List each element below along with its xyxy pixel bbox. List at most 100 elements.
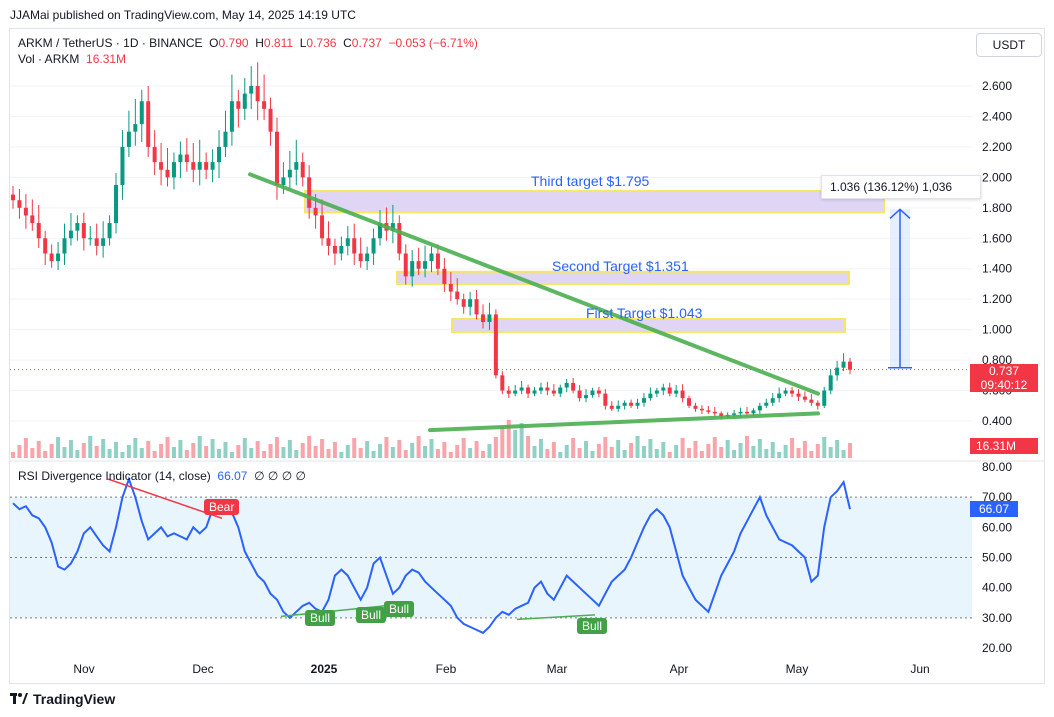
volume-bar (49, 444, 54, 458)
candle-body (802, 396, 807, 400)
volume-bar (719, 447, 724, 458)
candle-body (487, 314, 492, 323)
tradingview-brand: TradingView (33, 691, 116, 707)
candle-body (11, 194, 15, 201)
volume-bar (609, 447, 614, 458)
candle-body (236, 101, 241, 109)
first-target-label: First Target $1.043 (586, 305, 703, 321)
candle-body (397, 223, 402, 254)
open-label: O (209, 36, 219, 50)
candle-body (139, 101, 144, 125)
candle-body (223, 131, 228, 147)
candle-body (790, 390, 795, 394)
rsi-axis-label: 60.00 (982, 520, 1012, 534)
candle-body (764, 402, 769, 406)
candle-body (345, 238, 350, 246)
candle-body (616, 405, 621, 409)
volume-bar (17, 445, 22, 458)
volume-bar (448, 452, 453, 458)
close-label: C (343, 36, 352, 50)
low-value: 0.736 (306, 36, 337, 50)
candle-body (274, 131, 279, 185)
candle-body (94, 238, 99, 246)
volume-bar (75, 450, 80, 458)
volume-bar (590, 451, 595, 458)
volume-bar (699, 451, 704, 458)
volume-bar (365, 441, 370, 458)
volume-bar (262, 451, 267, 458)
price-axis-label: 2.600 (982, 79, 1012, 93)
candle-body (320, 215, 325, 239)
symbol-name[interactable]: ARKM / TetherUS · 1D · BINANCE (18, 36, 203, 50)
candle-body (841, 361, 846, 368)
candle-body (229, 101, 234, 132)
volume-bar (802, 441, 807, 458)
volume-bar (358, 448, 363, 458)
volume-bar (313, 446, 318, 458)
volume-bar (777, 452, 782, 458)
volume-bar (629, 443, 634, 458)
volume-tag: 16.31M (970, 438, 1038, 454)
volume-bar (564, 445, 569, 458)
volume-bar (455, 445, 460, 458)
candle-body (313, 207, 318, 216)
volume-bar (210, 439, 215, 458)
candle-body (36, 223, 41, 239)
candle-body (448, 283, 453, 292)
volume-legend[interactable]: Vol · ARKM 16.31M (18, 52, 126, 66)
candle-body (699, 408, 704, 411)
candle-body (519, 387, 524, 391)
candle-body (558, 387, 563, 394)
price-axis-label: 0.800 (982, 353, 1012, 367)
volume-bar (551, 442, 556, 458)
time-axis-label: Jun (910, 662, 929, 676)
volume-bar (487, 444, 492, 458)
volume-bar (397, 440, 402, 458)
volume-bar (56, 437, 61, 458)
candle-body (107, 223, 112, 239)
volume-bar (674, 445, 679, 458)
volume-bar (545, 449, 550, 458)
volume-bar (171, 447, 176, 458)
candle-body (609, 405, 614, 409)
volume-bar (764, 449, 769, 458)
candle-body (809, 399, 814, 403)
symbol-legend[interactable]: ARKM / TetherUS · 1D · BINANCE O0.790 H0… (18, 36, 478, 50)
volume-bar (468, 448, 473, 458)
volume-bar (526, 436, 531, 458)
volume-bar (146, 441, 151, 458)
currency-button[interactable]: USDT (976, 33, 1042, 57)
high-label: H (255, 36, 264, 50)
bear-divergence-label: Bear (204, 499, 240, 515)
candle-body (184, 154, 189, 163)
rsi-legend[interactable]: RSI Divergence Indicator (14, close) 66.… (18, 469, 306, 483)
third-target-zone (304, 190, 885, 214)
candle-body (474, 299, 479, 315)
volume-bar (320, 439, 325, 458)
volume-bar (474, 441, 479, 458)
rsi-title[interactable]: RSI Divergence Indicator (14, close) (18, 469, 211, 483)
volume-bar (300, 443, 305, 458)
second-target-label: Second Target $1.351 (552, 258, 689, 274)
candle-body (126, 131, 131, 147)
bull-divergence-label: Bull (384, 601, 415, 617)
candle-body (442, 268, 447, 284)
time-axis-label: Apr (670, 662, 689, 676)
volume-bar (571, 438, 576, 458)
volume-bar (62, 447, 67, 458)
volume-bar (197, 436, 202, 458)
volume-bar (165, 437, 170, 458)
volume-bar (94, 446, 99, 458)
candle-body (255, 86, 260, 102)
candle-body (815, 402, 820, 406)
tradingview-logo[interactable]: TradingView (10, 691, 115, 707)
volume-bar (43, 451, 48, 458)
candle-body (377, 223, 382, 239)
third-target-label: Third target $1.795 (531, 173, 650, 189)
volume-bar (738, 443, 743, 458)
candle-body (365, 253, 370, 262)
candle-body (101, 238, 106, 246)
candle-body (268, 108, 273, 132)
candle-body (513, 390, 518, 394)
